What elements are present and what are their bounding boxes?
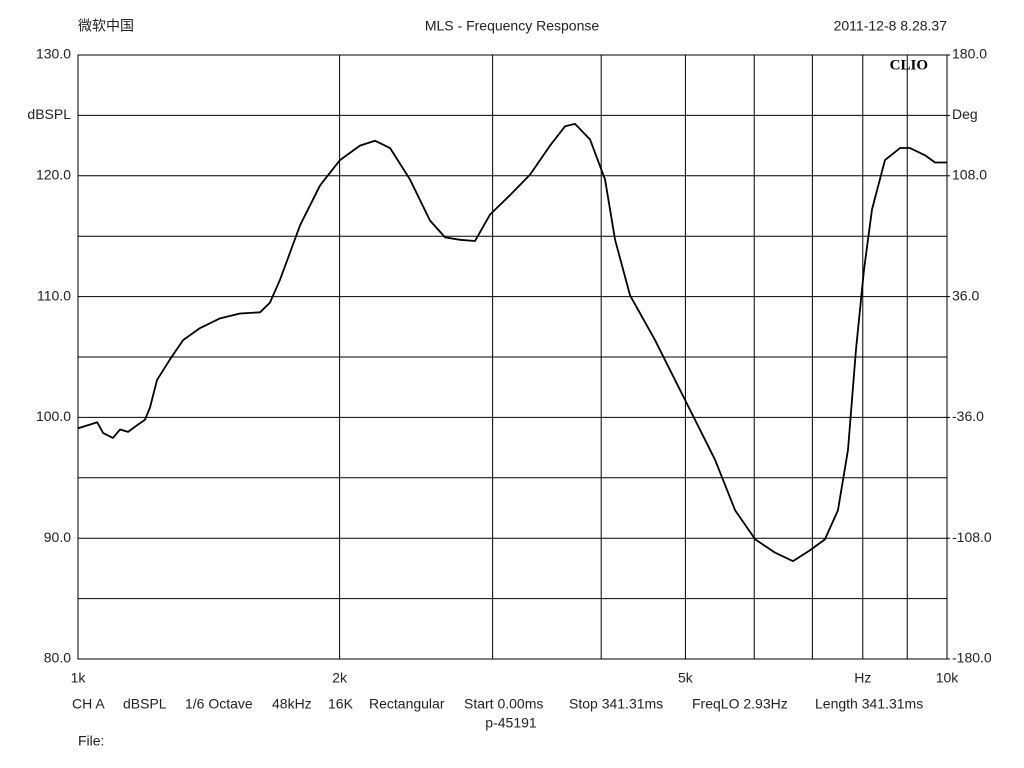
y2-tick-label: 180.0 <box>952 46 987 62</box>
x-tick-label: 1k <box>71 670 87 686</box>
y-tick-label: 120.0 <box>36 167 71 183</box>
y2-tick-label: 108.0 <box>952 167 987 183</box>
header-left: 微软中国 <box>78 18 134 34</box>
footer-item: Rectangular <box>369 696 445 712</box>
footer-item: Stop 341.31ms <box>569 696 663 712</box>
y-tick-label: 90.0 <box>44 529 71 545</box>
x-tick-label: 2k <box>332 670 348 686</box>
y2-tick-label: -108.0 <box>952 529 992 545</box>
footer-item: 48kHz <box>272 696 312 712</box>
chart-title: MLS - Frequency Response <box>425 18 600 34</box>
y2-tick-label: -36.0 <box>952 408 984 424</box>
footer-item: dBSPL <box>123 696 167 712</box>
footer-item: Start 0.00ms <box>464 696 543 712</box>
brand: CLIO <box>890 57 928 73</box>
x-tick-label: Hz <box>854 670 871 686</box>
y2-tick-label: -180.0 <box>952 650 992 666</box>
footer-item: FreqLO 2.93Hz <box>692 696 788 712</box>
footer-id: p-45191 <box>485 715 537 731</box>
footer-item: Length 341.31ms <box>815 696 923 712</box>
y-tick-label: 130.0 <box>36 46 71 62</box>
y-tick-label: dBSPL <box>27 106 71 122</box>
file-label: File: <box>78 733 104 749</box>
x-tick-label: 10k <box>936 670 960 686</box>
y-tick-label: 110.0 <box>37 287 71 303</box>
footer-item: 16K <box>328 696 354 712</box>
timestamp: 2011-12-8 8.28.37 <box>834 18 948 34</box>
y2-tick-label: 36.0 <box>952 287 979 303</box>
x-tick-label: 5k <box>678 670 694 686</box>
y2-tick-label: Deg <box>952 106 978 122</box>
footer-item: 1/6 Octave <box>185 696 253 712</box>
footer-item: CH A <box>72 696 105 712</box>
y-tick-label: 100.0 <box>36 408 71 424</box>
response-curve <box>77 122 947 563</box>
y-tick-label: 80.0 <box>44 650 71 666</box>
